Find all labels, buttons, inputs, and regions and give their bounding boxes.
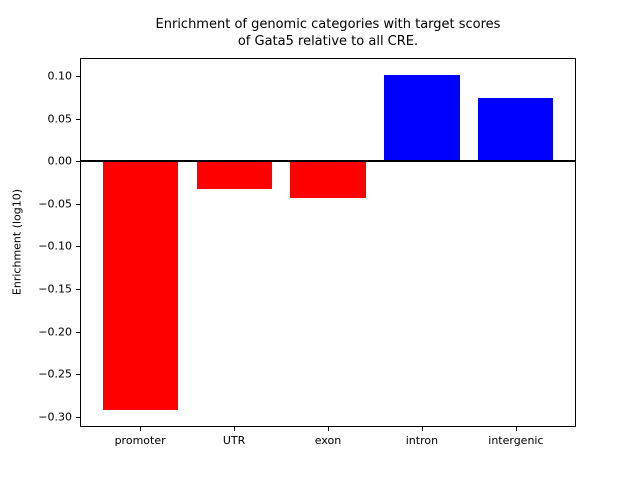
bar-intron <box>384 75 460 162</box>
y-tick-label: −0.30 <box>38 410 72 424</box>
y-tick-mark <box>76 118 80 120</box>
y-tick-label: 0.10 <box>47 69 73 83</box>
bar-UTR <box>196 161 272 190</box>
y-tick-label: 0.05 <box>47 112 73 125</box>
y-tick-label: −0.15 <box>38 282 72 296</box>
x-tick-mark <box>421 427 423 431</box>
x-tick-label-intergenic: intergenic <box>488 434 544 447</box>
y-tick-mark <box>76 75 80 77</box>
x-tick-label-intron: intron <box>405 434 439 447</box>
bar-exon <box>290 161 366 198</box>
y-tick-label: −0.25 <box>38 367 72 381</box>
y-tick-mark <box>76 331 80 333</box>
y-tick-label: −0.05 <box>38 197 72 211</box>
bar-intergenic <box>478 98 554 162</box>
y-tick-mark <box>76 161 80 163</box>
x-tick-mark <box>234 427 236 431</box>
y-tick-mark <box>76 374 80 376</box>
x-tick-label-exon: exon <box>314 434 342 447</box>
y-axis-label: Enrichment (log10) <box>10 188 24 296</box>
x-tick-label-UTR: UTR <box>222 434 246 447</box>
chart-title: Enrichment of genomic categories with ta… <box>155 17 501 49</box>
y-tick-mark <box>76 288 80 290</box>
y-tick-label: −0.20 <box>38 325 72 339</box>
zero-line <box>80 160 576 163</box>
y-tick-mark <box>76 416 80 418</box>
x-tick-mark <box>140 427 142 431</box>
bar-promoter <box>102 161 178 410</box>
x-tick-mark <box>328 427 329 431</box>
y-tick-label: 0.00 <box>47 154 73 168</box>
y-tick-mark <box>76 246 80 248</box>
y-tick-mark <box>76 203 80 205</box>
x-tick-mark <box>515 427 517 431</box>
y-tick-label: −0.10 <box>38 239 72 253</box>
x-tick-label-promoter: promoter <box>114 434 166 447</box>
